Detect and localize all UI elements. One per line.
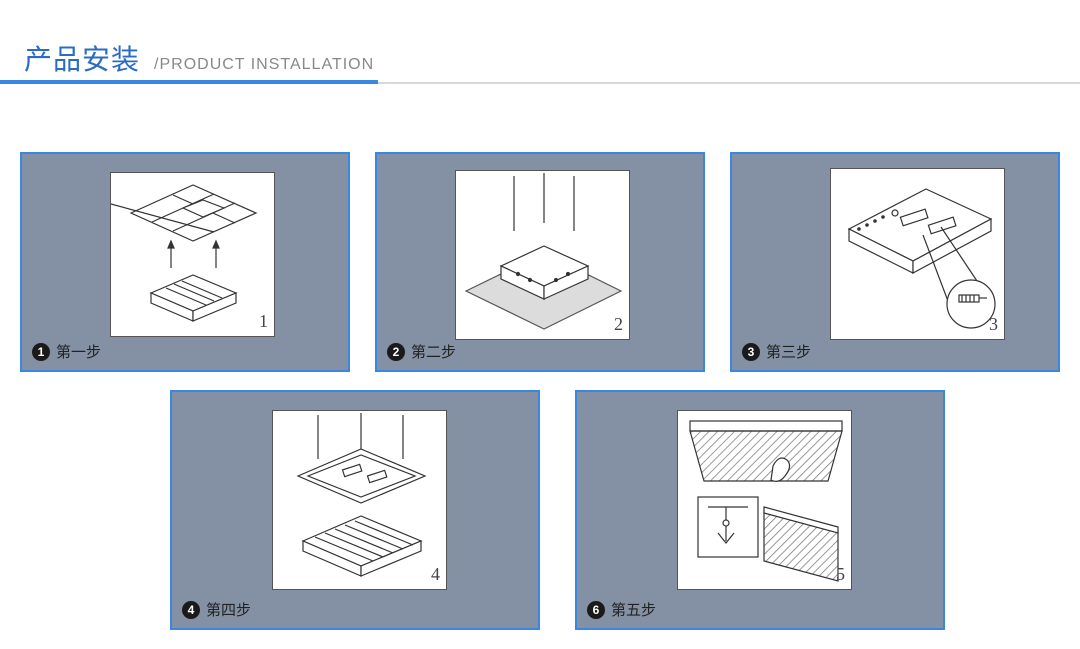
steps-row-1: 1 1 第一步 <box>20 152 1080 372</box>
step-card-3: 3 3 第三步 <box>730 152 1060 372</box>
step-badge: 6 <box>587 601 605 619</box>
title-chinese: 产品安装 <box>24 38 140 78</box>
step-diagram-5: 5 <box>677 410 852 590</box>
header-accent-bar <box>0 80 378 84</box>
diagram-number: 4 <box>431 564 440 585</box>
step-card-5: 5 6 第五步 <box>575 390 945 630</box>
step-card-4: 4 4 第四步 <box>170 390 540 630</box>
step-badge: 1 <box>32 343 50 361</box>
step-diagram-1: 1 <box>110 172 275 337</box>
diagram-number: 5 <box>836 564 845 585</box>
section-header: 产品安装 /PRODUCT INSTALLATION <box>0 0 1080 78</box>
step-card-1: 1 1 第一步 <box>20 152 350 372</box>
steps-row-2: 4 4 第四步 <box>20 390 1080 630</box>
step-text: 第五步 <box>611 599 656 620</box>
title-english: /PRODUCT INSTALLATION <box>154 56 374 74</box>
step-badge: 4 <box>182 601 200 619</box>
step-diagram-3: 3 <box>830 168 1005 340</box>
diagram-number: 2 <box>614 314 623 335</box>
step-text: 第二步 <box>411 341 456 362</box>
step-card-2: 2 2 第二步 <box>375 152 705 372</box>
step-label-row: 4 第四步 <box>172 593 538 628</box>
step-text: 第三步 <box>766 341 811 362</box>
step-badge: 3 <box>742 343 760 361</box>
diagram-number: 3 <box>989 314 998 335</box>
title-row: 产品安装 /PRODUCT INSTALLATION <box>24 38 1080 78</box>
step-diagram-2: 2 <box>455 170 630 340</box>
step-badge: 2 <box>387 343 405 361</box>
step-diagram-4: 4 <box>272 410 447 590</box>
step-text: 第一步 <box>56 341 101 362</box>
step-text: 第四步 <box>206 599 251 620</box>
diagram-number: 1 <box>259 311 268 332</box>
steps-grid: 1 1 第一步 <box>20 152 1080 630</box>
step-label-row: 6 第五步 <box>577 593 943 628</box>
step-label-row: 1 第一步 <box>22 335 348 370</box>
